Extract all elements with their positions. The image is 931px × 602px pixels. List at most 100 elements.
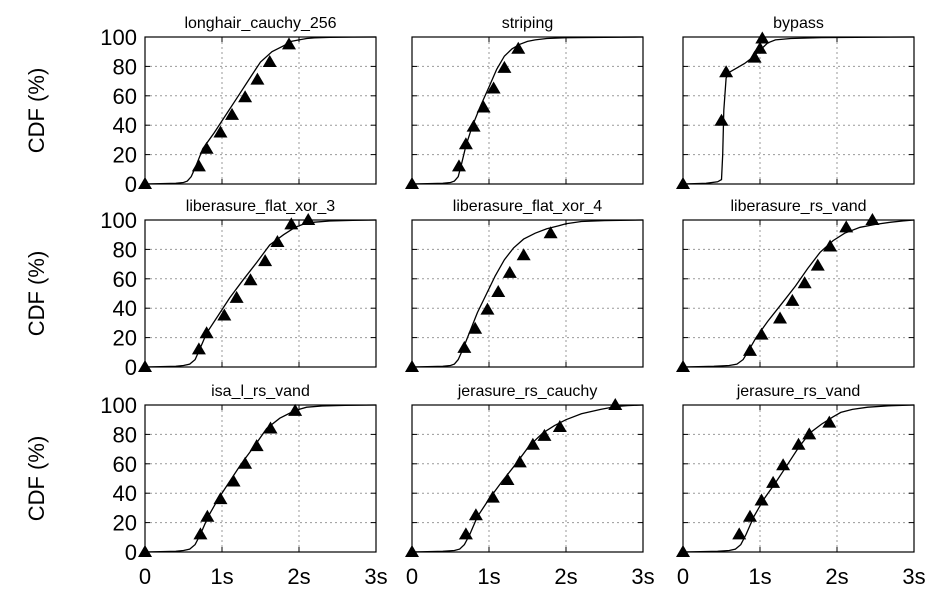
cdf-marker	[199, 141, 214, 154]
cdf-marker	[458, 137, 473, 150]
cdf-marker	[543, 226, 558, 239]
cdf-marker	[258, 254, 273, 267]
cdf-marker	[217, 308, 232, 321]
panel-6: isa_l_rs_vand 0 20 40 60 80 100 CDF (%) 0 1s 2s 3s	[24, 383, 388, 589]
x-tick-label: 0	[139, 564, 151, 589]
x-tick-label: 3s	[631, 564, 654, 589]
plot-frame	[411, 36, 644, 185]
cdf-marker	[468, 321, 483, 334]
cdf-marker	[552, 420, 567, 433]
x-tick-label: 0	[677, 564, 689, 589]
y-tick-label: 100	[100, 25, 137, 50]
cdf-marker	[839, 220, 854, 233]
cdf-marker	[719, 65, 734, 78]
cdf-marker	[457, 340, 472, 353]
cdf-marker	[243, 273, 258, 286]
y-tick-label: 40	[113, 481, 137, 506]
cdf-marker	[249, 439, 264, 452]
y-tick-label: 60	[113, 267, 137, 292]
cdf-marker	[138, 177, 152, 189]
cdf-marker	[405, 177, 419, 189]
x-tick-label: 3s	[902, 564, 925, 589]
cdf-line	[411, 219, 644, 368]
panel-title: jerasure_rs_vand	[736, 383, 861, 400]
plot-frame	[682, 404, 915, 553]
panel-5: liberasure_rs_vand	[676, 198, 915, 372]
cdf-marker	[262, 54, 277, 67]
panel-8: jerasure_rs_vand 0 1s 2s 3s	[676, 383, 926, 589]
cdf-marker	[676, 545, 690, 557]
cdf-marker	[747, 50, 762, 63]
panel-4: liberasure_flat_xor_4	[405, 198, 644, 372]
y-tick-label: 60	[113, 84, 137, 109]
cdf-marker	[238, 456, 253, 469]
cdf-marker	[676, 177, 690, 189]
cdf-marker	[516, 248, 531, 261]
cdf-marker	[755, 31, 770, 44]
cdf-marker	[785, 293, 800, 306]
cdf-marker	[714, 113, 729, 126]
cdf-marker	[138, 360, 152, 372]
cdf-marker	[512, 455, 527, 468]
cdf-marker	[791, 437, 806, 450]
cdf-marker	[865, 213, 880, 225]
x-tick-label: 2s	[287, 564, 310, 589]
cdf-line	[682, 404, 915, 553]
y-tick-label: 60	[113, 452, 137, 477]
cdf-marker	[486, 81, 501, 94]
cdf-marker	[732, 527, 747, 540]
cdf-marker	[138, 545, 152, 557]
cdf-marker	[754, 327, 769, 340]
cdf-marker	[288, 403, 303, 416]
plot-frame	[682, 219, 915, 368]
cdf-line	[144, 219, 377, 368]
x-tick-label: 2s	[554, 564, 577, 589]
cdf-marker	[405, 360, 419, 372]
cdf-line	[144, 36, 377, 185]
cdf-marker	[810, 258, 825, 271]
cdf-marker	[284, 217, 299, 230]
cdf-marker	[191, 159, 206, 172]
panel-7: jerasure_rs_cauchy 0 1s 2s 3s	[405, 383, 655, 589]
cdf-marker	[491, 285, 506, 298]
x-tick-label: 3s	[364, 564, 387, 589]
y-tick-label: 80	[113, 237, 137, 262]
panel-2: bypass	[676, 15, 915, 189]
cdf-line	[411, 404, 644, 553]
y-tick-label: 100	[100, 393, 137, 418]
cdf-marker	[500, 472, 515, 485]
cdf-marker	[823, 239, 838, 252]
cdf-marker	[229, 290, 244, 303]
panel-0: longhair_cauchy_256 0 20 40 60 80 100 CDF (%)	[24, 15, 377, 197]
cdf-marker	[270, 235, 285, 248]
cdf-marker	[511, 41, 526, 54]
cdf-marker	[608, 398, 623, 410]
plot-frame	[682, 36, 915, 185]
cdf-marker	[250, 72, 265, 85]
cdf-marker	[468, 508, 483, 521]
y-tick-label: 0	[125, 355, 137, 380]
cdf-marker	[476, 100, 491, 113]
panel-title: liberasure_flat_xor_4	[453, 198, 603, 215]
cdf-line	[682, 36, 915, 185]
x-tick-label: 0	[406, 564, 418, 589]
cdf-marker	[238, 90, 253, 103]
cdf-marker	[263, 421, 278, 434]
cdf-marker	[753, 41, 767, 54]
y-tick-label: 80	[113, 422, 137, 447]
y-tick-label: 20	[113, 143, 137, 168]
y-tick-label: 20	[113, 511, 137, 536]
plot-frame	[144, 36, 377, 185]
panel-title: longhair_cauchy_256	[184, 15, 336, 32]
plot-frame	[144, 219, 377, 368]
panel-1: striping	[405, 15, 644, 189]
cdf-marker	[281, 37, 296, 50]
y-tick-label: 40	[113, 296, 137, 321]
cdf-marker	[776, 458, 791, 471]
y-tick-label: 0	[125, 540, 137, 565]
panel-title: isa_l_rs_vand	[211, 383, 310, 400]
cdf-line	[682, 219, 915, 368]
cdf-marker	[301, 213, 316, 225]
cdf-marker	[213, 492, 228, 505]
